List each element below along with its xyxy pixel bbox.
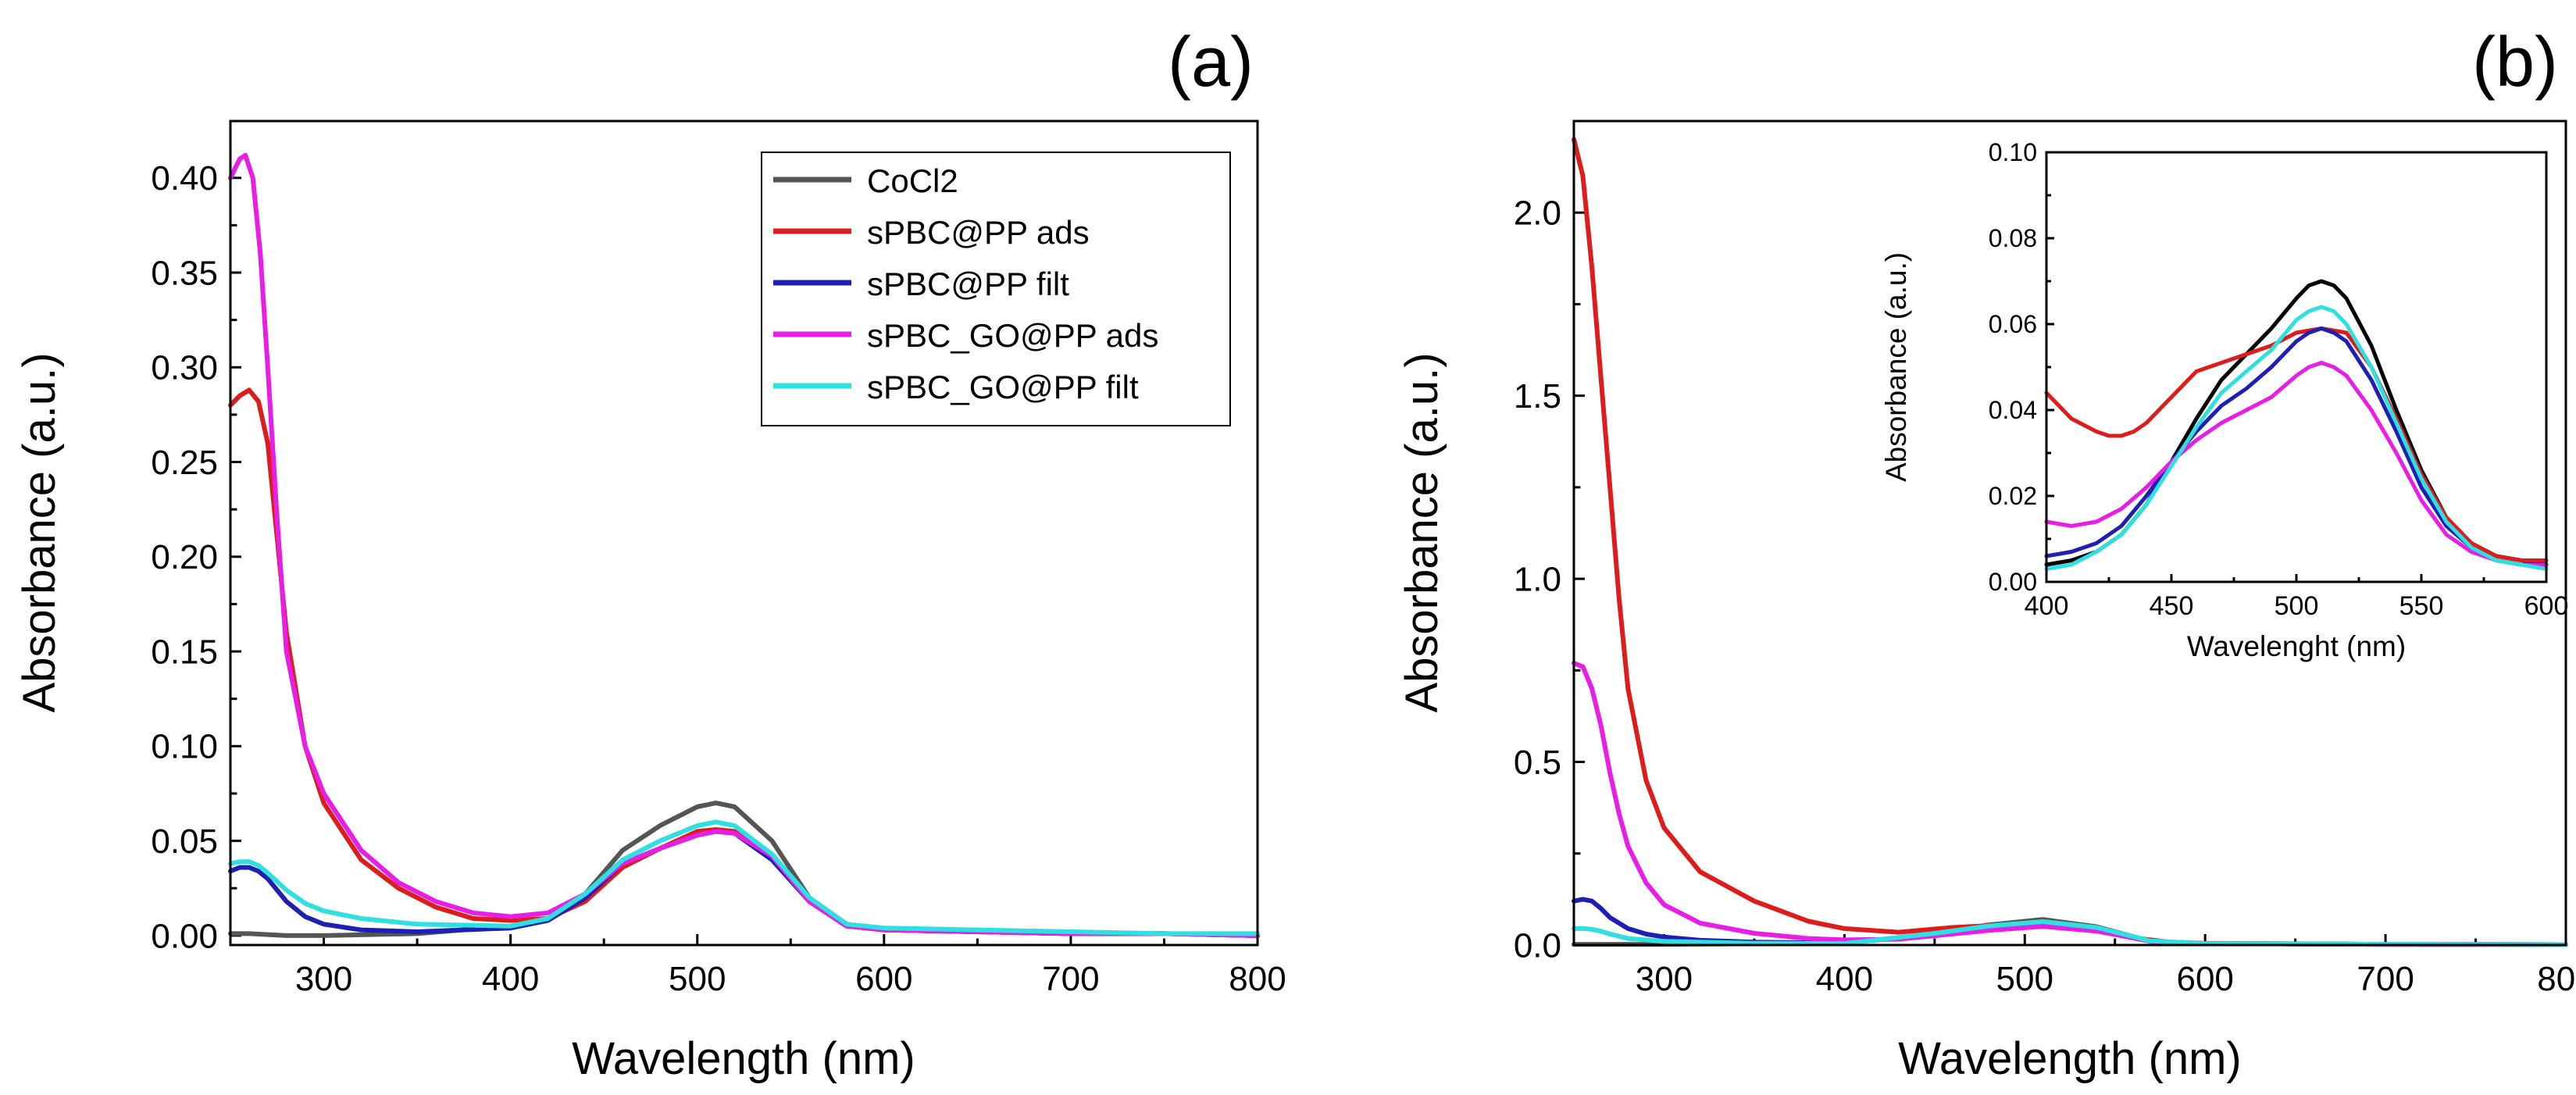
b-ytick-label-1: 0.5: [1514, 744, 1561, 782]
a-ytick-label-0: 0.00: [151, 917, 218, 955]
panel-a-series: [228, 152, 1260, 938]
b-inset-series-spbc-pp-filt: [2044, 326, 2549, 567]
legend-entry-spbc-go-pp-ads: sPBC_GO@PP ads: [773, 317, 1158, 354]
b-series-spbc-go-pp-filt: [1572, 919, 2568, 947]
b-ytick-label-3: 1.5: [1514, 377, 1561, 416]
panel-a-frame: [229, 119, 1259, 947]
b-xtick-label-800: 800: [2537, 960, 2576, 998]
inset-ylabel: Absorbance (a.u.): [1880, 252, 1912, 482]
panel-a-xlabel: Wavelength (nm): [572, 1033, 915, 1084]
legend-label-spbc-pp-filt: sPBC@PP filt: [867, 266, 1069, 302]
b-inset-series-spbc-pp-ads: [2044, 326, 2549, 562]
b-xtick-label-500: 500: [1996, 960, 2053, 998]
panel-b-ticks: 300 400 500 600 700 800 0.0 0.5 1.0 1.5 2.0: [1514, 194, 2576, 998]
a-ytick-label-7: 0.35: [151, 254, 218, 292]
legend-label-spbc-go-pp-ads: sPBC_GO@PP ads: [867, 317, 1158, 354]
panel-a-label: (a): [1168, 23, 1254, 102]
inset-ticks: 400 450 500 550 600 0.00 0.02 0.04 0.06 0.08 0.10: [1989, 138, 2569, 621]
a-xtick-label-500: 500: [669, 960, 726, 998]
b-inset-ytick-label-0: 0.00: [1989, 568, 2037, 596]
b-inset-ytick-label-4: 0.08: [1989, 224, 2037, 252]
b-inset-ytick-label-2: 0.04: [1989, 396, 2037, 424]
a-ytick-label-4: 0.20: [151, 538, 218, 576]
panel-a-ticks: 300 400 500 600 700 800 0.00 0.05 0.10 0.15 0.20 0.…: [151, 159, 1286, 998]
b-inset-ytick-label-1: 0.02: [1989, 482, 2037, 510]
legend-entry-spbc-go-pp-filt: sPBC_GO@PP filt: [773, 369, 1139, 405]
panel-b: (b) 300 400 500 600 700 800 0.0 0.5 1.0 1.5 2.0 Wa…: [1397, 23, 2576, 1084]
legend-label-cocl2: CoCl2: [867, 162, 958, 199]
b-xtick-label-700: 700: [2357, 960, 2414, 998]
panel-a-legend: CoCl2 sPBC@PP ads sPBC@PP filt sPBC_GO@P…: [761, 152, 1231, 426]
b-inset-xtick-label-450: 450: [2150, 591, 2194, 621]
panel-b-series: [1572, 137, 2568, 947]
a-ytick-label-6: 0.30: [151, 349, 218, 387]
legend-label-spbc-go-pp-filt: sPBC_GO@PP filt: [867, 369, 1139, 405]
b-xtick-label-300: 300: [1636, 960, 1693, 998]
b-inset-series-spbc-go-pp-filt: [2044, 305, 2549, 571]
b-inset-xtick-label-600: 600: [2524, 591, 2569, 621]
legend-entry-spbc-pp-filt: sPBC@PP filt: [773, 266, 1069, 302]
inset-frame: [2045, 151, 2548, 583]
inset-background: [2046, 152, 2546, 582]
panel-b-frame: [1572, 119, 2567, 947]
a-ytick-label-2: 0.10: [151, 728, 218, 766]
panel-a-ylabel: Absorbance (a.u.): [14, 352, 65, 712]
b-inset-xtick-label-550: 550: [2399, 591, 2444, 621]
panel-b-xlabel: Wavelength (nm): [1898, 1033, 2241, 1084]
a-xtick-label-300: 300: [295, 960, 352, 998]
panel-b-label: (b): [2472, 23, 2558, 102]
b-ytick-label-2: 1.0: [1514, 561, 1561, 599]
panel-b-inset: 400 450 500 550 6000.000.020.040.060.080.10 …: [1880, 138, 2568, 662]
a-ytick-label-3: 0.15: [151, 633, 218, 671]
a-ytick-label-8: 0.40: [151, 159, 218, 198]
a-ytick-label-1: 0.05: [151, 822, 218, 861]
legend-label-spbc-pp-ads: sPBC@PP ads: [867, 214, 1090, 251]
b-inset-ytick-label-5: 0.10: [1989, 138, 2037, 166]
legend-entry-spbc-pp-ads: sPBC@PP ads: [773, 214, 1090, 251]
inset-series: [2044, 279, 2549, 571]
a-xtick-label-600: 600: [855, 960, 912, 998]
b-ytick-label-4: 2.0: [1514, 194, 1561, 233]
legend-entry-cocl2: CoCl2: [773, 162, 958, 199]
b-inset-ytick-label-3: 0.06: [1989, 310, 2037, 338]
legend-box: [761, 152, 1231, 426]
inset-xlabel: Wavelenght (nm): [2187, 630, 2406, 662]
b-xtick-label-600: 600: [2176, 960, 2233, 998]
a-xtick-label-800: 800: [1229, 960, 1286, 998]
a-series-spbc-go-pp-filt: [228, 819, 1260, 936]
b-ytick-label-0: 0.0: [1514, 926, 1561, 965]
b-xtick-label-400: 400: [1816, 960, 1873, 998]
a-ytick-label-5: 0.25: [151, 444, 218, 482]
b-inset-xtick-label-400: 400: [2025, 591, 2069, 621]
a-xtick-label-400: 400: [482, 960, 539, 998]
a-xtick-label-700: 700: [1042, 960, 1099, 998]
b-inset-series-spbc-go-pp-ads: [2044, 361, 2549, 567]
panel-a: (a) 300 400 500 600 700 800 0.00 0.05 0.10 0.15 0.…: [14, 23, 1286, 1084]
b-inset-xtick-label-500: 500: [2275, 591, 2319, 621]
panel-b-ylabel: Absorbance (a.u.): [1397, 352, 1447, 712]
